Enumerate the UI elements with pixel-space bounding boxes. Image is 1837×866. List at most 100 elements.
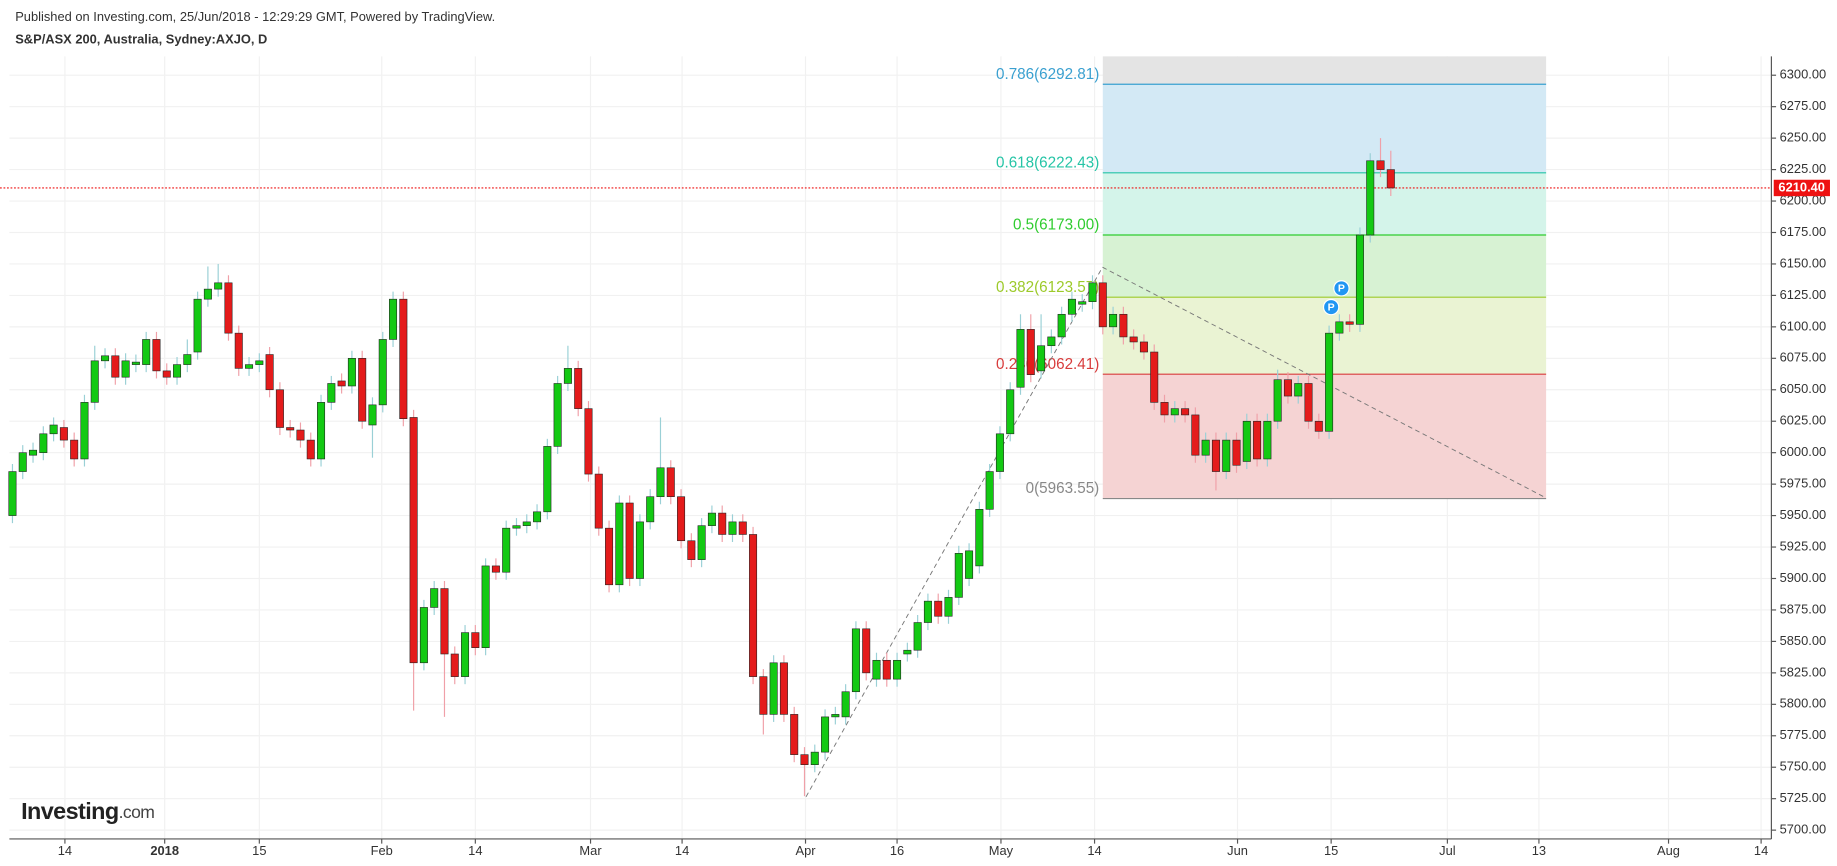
candle-body (461, 632, 470, 677)
annotation-marker (1322, 298, 1340, 316)
candle-body (635, 521, 644, 579)
candle-body (1304, 383, 1313, 422)
y-tick-label: 6175.00 (1780, 224, 1827, 239)
candle-body (584, 408, 593, 475)
candle-body (615, 502, 624, 586)
candle-body (769, 662, 778, 715)
fib-label: 0.5(6173.00) (1013, 217, 1099, 234)
candle-body (1078, 301, 1087, 305)
x-tick-label: 13 (1532, 843, 1546, 858)
y-tick-label: 5700.00 (1780, 822, 1827, 837)
y-tick-label: 5725.00 (1780, 790, 1827, 805)
published-note: Published on Investing.com, 25/Jun/2018 … (15, 9, 495, 24)
x-tick-label: 2018 (150, 843, 179, 858)
candle-body (1386, 169, 1395, 189)
candle-body (1201, 439, 1210, 456)
candle-body (882, 659, 891, 680)
candle-body (358, 358, 367, 422)
candle-body (1139, 341, 1148, 353)
candle-body (245, 364, 254, 369)
candle-body (738, 521, 747, 535)
candle-body (1047, 336, 1056, 347)
candle-body (409, 417, 418, 664)
candle-body (1263, 420, 1272, 460)
candle-body (718, 512, 727, 535)
y-tick-label: 5750.00 (1780, 759, 1827, 774)
candle-body (923, 600, 932, 623)
x-tick-label: 15 (1324, 843, 1338, 858)
candle-body (543, 446, 552, 513)
y-tick-label: 5850.00 (1780, 633, 1827, 648)
candle-body (934, 600, 943, 617)
candle-body (1242, 420, 1251, 462)
candle-body (749, 534, 758, 677)
logo: Investing.com (21, 798, 154, 824)
candle-body (1191, 414, 1200, 456)
candle-body (481, 565, 490, 648)
candle-body (656, 467, 665, 498)
candle-body (368, 404, 377, 426)
candle-body (841, 691, 850, 718)
candle-body (162, 370, 171, 378)
fib-zone (1102, 374, 1547, 499)
logo-suffix: .com (119, 802, 155, 822)
candle-body (954, 553, 963, 598)
candle-body (965, 550, 974, 579)
last-price-tag (1773, 179, 1830, 197)
last-price-label: 6210.40 (1778, 179, 1825, 194)
x-tick-label: Jul (1439, 843, 1455, 858)
y-tick-label: 6200.00 (1780, 192, 1827, 207)
candle-body (1294, 383, 1303, 397)
y-tick-label: 5775.00 (1780, 727, 1827, 742)
candle-body (1232, 439, 1241, 466)
y-tick-label: 6225.00 (1780, 161, 1827, 176)
x-tick-label: Jun (1227, 843, 1248, 858)
candle-body (1181, 408, 1190, 416)
candle-body (1098, 282, 1107, 328)
candle-body (286, 427, 295, 431)
candle-body (1283, 379, 1292, 397)
candle-body (265, 354, 274, 391)
y-tick-label: 6075.00 (1780, 350, 1827, 365)
candle-body (1335, 321, 1344, 334)
candle-body (450, 653, 459, 677)
y-tick-label: 5825.00 (1780, 664, 1827, 679)
candle-body (234, 332, 243, 369)
candle-body (1088, 282, 1097, 302)
candle-body (1211, 439, 1220, 472)
candle-body (70, 439, 79, 460)
fib-label: 0.382(6123.57) (996, 279, 1099, 296)
candle-body (59, 427, 68, 441)
candle-body (389, 298, 398, 340)
x-tick-label: 15 (252, 843, 266, 858)
y-tick-label: 6100.00 (1780, 318, 1827, 333)
candle-body (1150, 351, 1159, 403)
candle-body (491, 565, 500, 573)
y-tick-label: 5950.00 (1780, 507, 1827, 522)
y-tick-label: 6275.00 (1780, 98, 1827, 113)
x-tick-label: Feb (371, 843, 393, 858)
y-tick-label: 6150.00 (1780, 255, 1827, 270)
candle-body (90, 360, 99, 403)
candle-body (1273, 379, 1282, 422)
candle-body (790, 714, 799, 755)
x-tick-label: 14 (58, 843, 72, 858)
candle-body (49, 424, 58, 435)
candle-body (80, 402, 89, 460)
trend-line (1102, 266, 1547, 499)
candle-body (224, 282, 233, 334)
candle-body (759, 676, 768, 715)
candle-body (707, 512, 716, 526)
candle-body (985, 471, 994, 510)
candle-body (728, 521, 737, 535)
fib-zone (1102, 172, 1547, 236)
annotation-marker (1333, 280, 1350, 297)
y-tick-label: 5925.00 (1780, 538, 1827, 553)
fib-label: 0.786(6292.81) (996, 66, 1099, 83)
candle-body (440, 588, 449, 655)
x-tick-label: 16 (890, 843, 904, 858)
candle-body (1109, 313, 1118, 328)
y-tick-label: 5875.00 (1780, 601, 1827, 616)
candle-body (327, 383, 336, 403)
candle-body (306, 439, 315, 460)
